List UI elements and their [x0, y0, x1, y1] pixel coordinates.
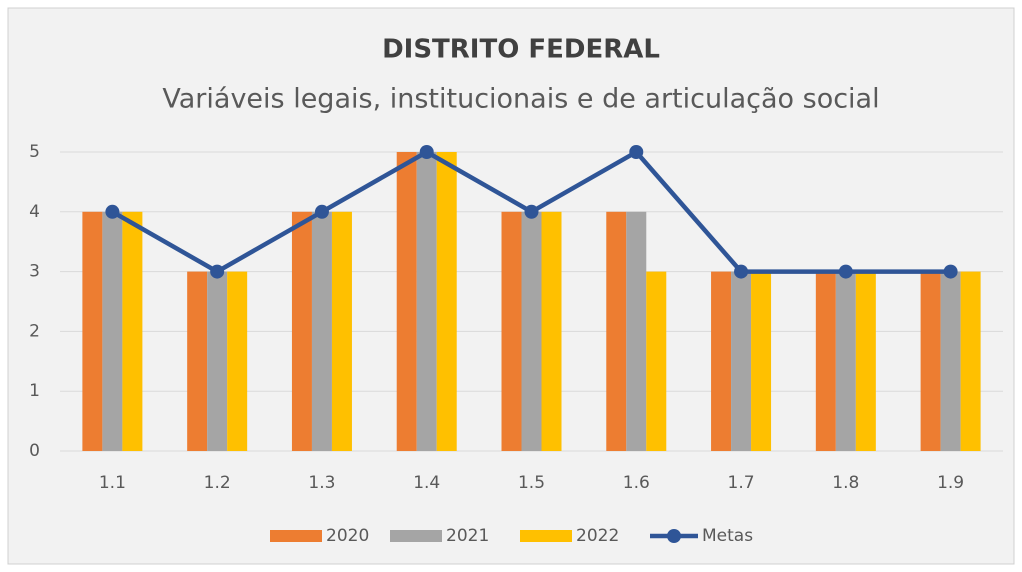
y-tick-label: 5	[29, 142, 40, 162]
x-tick-label: 1.6	[623, 473, 650, 493]
bar	[291, 211, 312, 451]
bar	[646, 271, 667, 451]
bar	[855, 271, 876, 451]
legend-label: Metas	[702, 526, 753, 546]
line-marker	[629, 145, 644, 159]
line-marker	[314, 204, 329, 219]
chart-title: DISTRITO FEDERAL	[382, 35, 660, 65]
x-tick-label: 1.2	[204, 473, 231, 493]
bar	[541, 211, 562, 451]
bar	[521, 211, 542, 451]
bar	[940, 271, 961, 451]
bar	[960, 271, 981, 451]
legend-swatch	[390, 530, 442, 542]
legend-label: 2022	[576, 526, 619, 546]
legend-swatch	[270, 530, 322, 542]
y-tick-label: 2	[29, 321, 40, 341]
bar	[416, 152, 437, 451]
x-tick-label: 1.4	[413, 473, 440, 493]
line-marker	[210, 264, 225, 279]
bar	[731, 271, 752, 451]
bar	[626, 211, 647, 451]
y-tick-label: 1	[29, 381, 40, 401]
legend-swatch	[667, 529, 681, 543]
x-tick-label: 1.7	[728, 473, 755, 493]
line-marker	[524, 204, 539, 219]
line-marker	[943, 264, 958, 279]
bar	[187, 271, 208, 451]
bar	[396, 152, 417, 451]
bar	[331, 211, 352, 451]
bar	[501, 211, 522, 451]
bar	[711, 271, 732, 451]
bar	[920, 271, 941, 451]
chart-subtitle: Variáveis legais, institucionais e de ar…	[162, 84, 879, 115]
legend-label: 2020	[326, 526, 369, 546]
bar	[436, 152, 457, 451]
x-tick-label: 1.8	[832, 473, 859, 493]
bar	[835, 271, 856, 451]
bar	[207, 271, 228, 451]
bar	[82, 211, 103, 451]
bar	[751, 271, 772, 451]
x-tick-label: 1.3	[308, 473, 335, 493]
bar	[227, 271, 248, 451]
x-tick-label: 1.5	[518, 473, 545, 493]
bar	[122, 211, 143, 451]
y-tick-label: 4	[29, 202, 40, 222]
line-marker	[419, 145, 434, 159]
legend-label: 2021	[446, 526, 489, 546]
bar	[606, 211, 627, 451]
y-tick-label: 3	[29, 262, 40, 282]
x-tick-label: 1.9	[937, 473, 964, 493]
bar	[311, 211, 332, 451]
y-tick-label: 0	[29, 441, 40, 461]
legend-swatch	[520, 530, 572, 542]
line-marker	[838, 264, 853, 279]
x-tick-label: 1.1	[99, 473, 126, 493]
line-marker	[734, 264, 749, 279]
bar	[815, 271, 836, 451]
bar	[102, 211, 123, 451]
line-marker	[105, 204, 120, 219]
